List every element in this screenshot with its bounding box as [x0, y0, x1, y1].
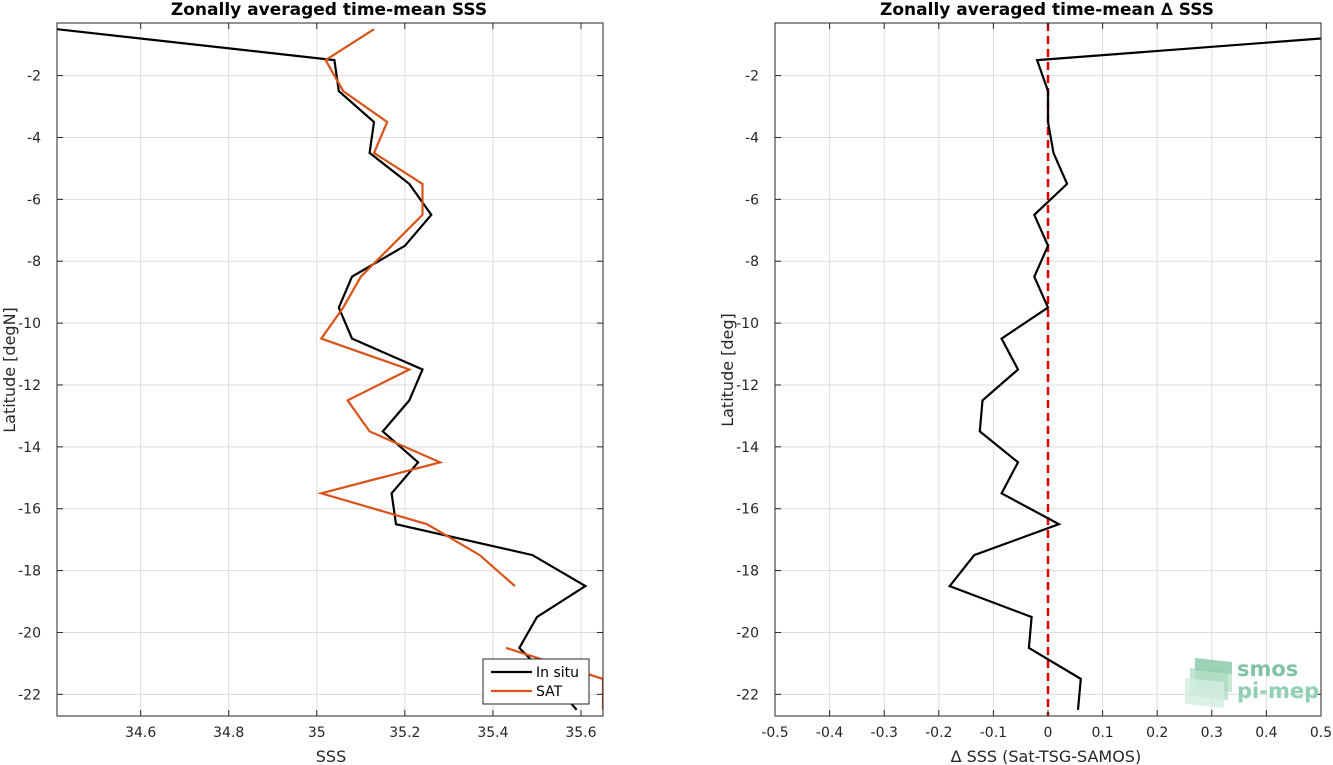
- delta-sss-x-tick-label: -0.3: [871, 725, 898, 741]
- delta-sss-x-tick-label: -0.1: [980, 725, 1007, 741]
- delta-sss-x-tick-label: 0.5: [1310, 725, 1332, 741]
- logo-text-pi-mep: pi-mep: [1237, 679, 1319, 703]
- sss-y-tick-label: -10: [18, 316, 41, 332]
- delta-sss-series-line-series-0: [947, 37, 1321, 710]
- delta-sss-y-tick-label: -12: [736, 378, 759, 394]
- sss-y-tick-label: -8: [27, 254, 41, 270]
- delta-sss-y-tick-label: -22: [736, 687, 759, 703]
- delta-sss-x-tick-label: 0.4: [1255, 725, 1277, 741]
- logo-text-smos: smos: [1237, 657, 1298, 681]
- sss-chart-title: Zonally averaged time-mean SSS: [171, 0, 487, 20]
- delta-sss-x-tick-label: -0.4: [816, 725, 843, 741]
- sss-x-tick-label: 34.8: [213, 725, 244, 741]
- delta-sss-chart-title: Zonally averaged time-mean ∆ SSS: [880, 0, 1214, 20]
- delta-sss-x-tick-label: -0.2: [925, 725, 952, 741]
- sss-series-line-sat: [317, 28, 603, 710]
- legend: In situ SAT: [482, 658, 590, 705]
- legend-label-in-situ: In situ: [536, 665, 579, 681]
- sss-x-tick-label: 35: [308, 725, 326, 741]
- sss-y-tick-label: -14: [18, 440, 41, 456]
- delta-sss-y-tick-label: -18: [736, 564, 759, 580]
- delta-sss-y-tick-label: -4: [745, 130, 759, 146]
- delta-sss-y-tick-label: -2: [745, 69, 759, 85]
- delta-sss-y-axis-label: Latitude [deg]: [718, 313, 737, 427]
- sss-y-tick-label: -6: [27, 192, 41, 208]
- delta-sss-x-tick-label: 0.3: [1201, 725, 1223, 741]
- sss-panel: 34.6 34.8 35 35.2 35.4 35.6 -2 -4 -6 -8 -10 -12 -14 -…: [18, 22, 604, 741]
- sss-x-tick-label: 35.6: [565, 725, 596, 741]
- delta-sss-y-tick-label: -16: [736, 502, 759, 518]
- delta-sss-x-tick-label: -0.5: [761, 725, 788, 741]
- sss-plot-area: [57, 23, 603, 716]
- delta-sss-x-axis-label: ∆ SSS (Sat-TSG-SAMOS): [950, 747, 1141, 765]
- sss-series-line-in-situ: [57, 28, 588, 711]
- delta-sss-y-tick-label: -6: [745, 192, 759, 208]
- sss-y-tick-label: -18: [18, 564, 41, 580]
- sss-x-axis-label: SSS: [316, 747, 346, 765]
- sss-x-tick-label: 35.4: [477, 725, 508, 741]
- smos-pi-mep-logo: smos pi-mep: [1185, 657, 1319, 708]
- sss-y-tick-label: -22: [18, 687, 41, 703]
- legend-label-sat: SAT: [536, 684, 563, 700]
- sss-y-tick-label: -2: [27, 69, 41, 85]
- delta-sss-y-tick-label: -8: [745, 254, 759, 270]
- sss-y-axis-label: Latitude [degN]: [0, 307, 19, 433]
- delta-sss-y-tick-label: -10: [736, 316, 759, 332]
- delta-sss-x-tick-label: 0: [1044, 725, 1053, 741]
- sss-y-tick-label: -4: [27, 130, 41, 146]
- delta-sss-y-tick-label: -14: [736, 440, 759, 456]
- sss-y-tick-label: -20: [18, 625, 41, 641]
- sss-y-tick-label: -12: [18, 378, 41, 394]
- delta-sss-y-tick-label: -20: [736, 625, 759, 641]
- delta-sss-panel: -0.5 -0.4 -0.3 -0.2 -0.1 0 0.1 0.2 0.3 0.4 0.5 -2 -4…: [736, 22, 1332, 741]
- delta-sss-x-tick-label: 0.1: [1091, 725, 1113, 741]
- legend-box: [482, 658, 590, 705]
- logo-waves-icon: [1185, 658, 1232, 708]
- sss-x-tick-label: 35.2: [389, 725, 420, 741]
- delta-sss-x-tick-label: 0.2: [1146, 725, 1168, 741]
- sss-x-tick-label: 34.6: [125, 725, 156, 741]
- sss-axes-box: [56, 22, 604, 717]
- sss-y-tick-label: -16: [18, 502, 41, 518]
